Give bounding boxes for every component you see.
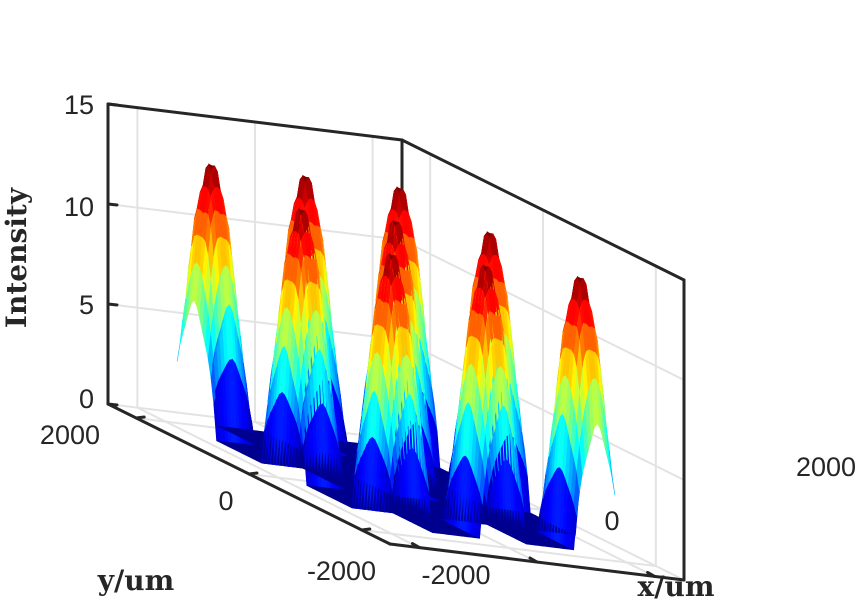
intensity-surface <box>176 163 616 551</box>
axes-box-edge <box>106 102 404 142</box>
grid-line <box>360 529 657 567</box>
axes-box-edge <box>400 138 686 282</box>
